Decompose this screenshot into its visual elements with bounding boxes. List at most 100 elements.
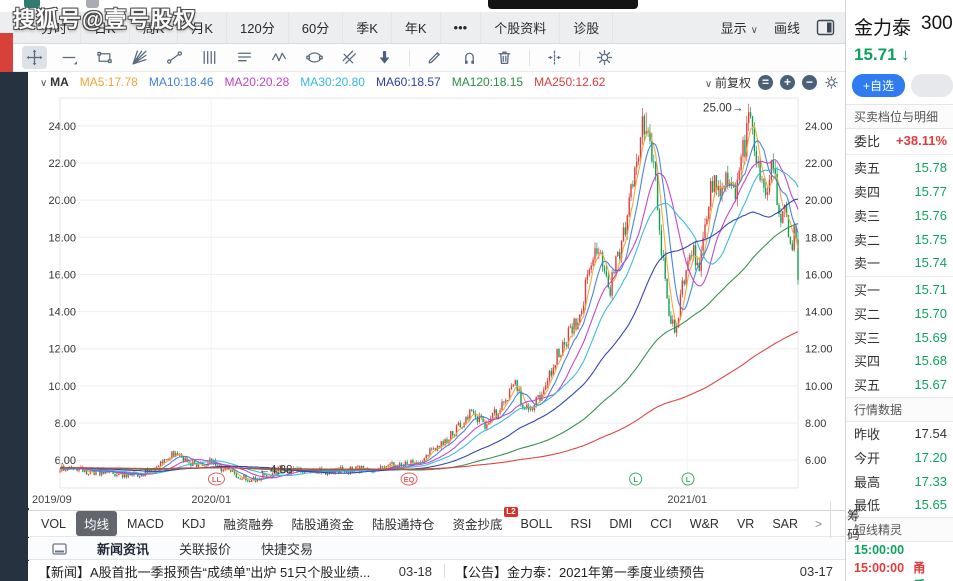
news-text: 【公告】金力泰：2021年第一季度业绩预告 — [455, 564, 705, 580]
pencil-icon[interactable] — [422, 46, 447, 69]
news-item-right[interactable]: 【公告】金力泰：2021年第一季度业绩预告 03-17 — [445, 562, 845, 581]
chart-settings-gear-icon[interactable] — [824, 75, 839, 90]
stock-code: 300 — [921, 13, 953, 34]
collapse-chart-button[interactable]: = — [758, 74, 773, 90]
news-item-left[interactable]: 【新闻】A股首批一季报预告“成绩单”出炉 51只个股业绩... 03-18 — [28, 562, 444, 581]
rectangle-icon[interactable] — [92, 46, 117, 69]
news-date: 03-18 — [398, 563, 432, 579]
y-axis-label-left: 10.00 — [48, 381, 76, 393]
period-tab-8[interactable]: 年K — [392, 12, 441, 43]
ask-row-price: 15.77 — [914, 183, 947, 199]
period-tabs: 分时 日K 周K 月K 120分 60分 季K 年K ••• 个股资料 诊股 — [0, 12, 614, 43]
indicator-tab-RSI[interactable]: RSI — [570, 516, 592, 531]
ma-value: MA120:18.15 — [451, 75, 524, 89]
wave-icon[interactable] — [267, 46, 292, 69]
ma-line-MA20 — [59, 159, 799, 479]
indicator-tab-融资融券[interactable]: 融资融券 — [223, 518, 274, 532]
indicator-tab-chips[interactable]: 筹码 — [830, 501, 876, 546]
indicator-tab-W&R[interactable]: W&R — [689, 516, 719, 531]
order-book-title: 买卖档位与明细 — [846, 104, 953, 129]
tab-related-quotes[interactable]: 关联报价 — [179, 542, 232, 557]
price-annotation: 25.00→ — [703, 102, 743, 114]
magnet-icon[interactable] — [457, 46, 482, 69]
text-note-icon[interactable] — [232, 46, 257, 69]
period-tab-2[interactable]: 日K — [81, 12, 130, 43]
period-tab-7[interactable]: 季K — [343, 12, 392, 43]
more-indicators-chevron[interactable]: > — [815, 516, 823, 531]
trend-line-icon[interactable] — [57, 46, 82, 69]
bid-row: 买四 15.68 — [846, 349, 953, 373]
tab-quick-trade[interactable]: 快捷交易 — [261, 542, 314, 557]
draw-line-button[interactable]: 画线 — [773, 21, 800, 36]
ma-value: MA250:12.62 — [534, 75, 606, 89]
bid-row-price: 15.70 — [914, 305, 947, 321]
adjust-mode-dropdown[interactable]: ∨ 前复权 — [704, 75, 751, 90]
ask-row-label: 卖五 — [854, 161, 881, 177]
ask-row: 卖五 15.78 — [846, 156, 953, 180]
panel-window-icon[interactable] — [52, 542, 67, 555]
trash-icon[interactable] — [492, 46, 517, 69]
indicator-tab-bar: VOL 均线 MACD KDJ 融资融券 陆股通资金 陆股通持仓 资金抄底 L2 BOLL RSI D… — [28, 501, 860, 546]
quote-label: 昨收 — [854, 426, 881, 442]
gann-fan-icon[interactable] — [127, 46, 152, 69]
quote-value: 17.33 — [914, 473, 947, 489]
alert-row[interactable]: 15:00:00 甬 — [846, 560, 953, 578]
split-adjust-icon[interactable] — [542, 46, 567, 69]
period-tab-1[interactable]: 分时 — [28, 12, 82, 43]
indicator-tab-资金抄底[interactable]: 资金抄底 L2 — [452, 507, 518, 532]
browser-control-fragment — [24, 0, 40, 8]
alert-row[interactable]: 15:00:00 乐 — [846, 577, 953, 581]
ask-row: 卖三 15.76 — [846, 203, 953, 227]
bottom-panel-tabs: 新闻资讯 关联报价 快捷交易 — [28, 538, 845, 560]
indicator-tab-CCI[interactable]: CCI — [650, 516, 672, 531]
left-rail — [0, 72, 29, 581]
tab-news[interactable]: 新闻资讯 — [97, 542, 150, 557]
period-tab-4[interactable]: 月K — [178, 12, 228, 43]
indicator-tab-BOLL[interactable]: BOLL — [520, 516, 553, 531]
alert-row[interactable]: 15:00:00 — [846, 542, 953, 560]
clipped-button[interactable] — [911, 74, 953, 97]
indicator-tab-VOL[interactable]: VOL — [41, 516, 67, 531]
drawing-toolbar — [13, 44, 845, 72]
event-marker-label: LL — [212, 475, 222, 484]
ellipse-icon[interactable] — [302, 46, 327, 69]
period-tab-10[interactable]: 个股资料 — [481, 12, 561, 43]
settings-gear-icon[interactable] — [592, 46, 617, 69]
parallel-lines-icon[interactable] — [337, 46, 362, 69]
browser-strip — [0, 0, 953, 12]
indicator-tab-均线[interactable]: 均线 — [76, 511, 118, 536]
quote-row: 昨收 17.54 — [846, 422, 953, 446]
shortline-alerts: 15:00:0015:00:00甬15:00:00乐15:00:00安15:00… — [846, 542, 953, 581]
y-axis-label-left: 14.00 — [48, 307, 76, 319]
arrow-down-icon[interactable] — [372, 46, 397, 69]
indicator-tab-KDJ[interactable]: KDJ — [181, 516, 206, 531]
move-crosshair-icon[interactable] — [22, 46, 47, 69]
period-tab-6[interactable]: 60分 — [289, 12, 344, 43]
event-marker — [629, 472, 643, 486]
candlestick-chart[interactable]: 6.00 6.00 8.00 8.00 10.00 10.00 12.00 12.00 14.0… — [28, 92, 845, 508]
period-tab-3[interactable]: 周K — [130, 12, 179, 43]
add-watchlist-button[interactable]: +自选 — [852, 74, 906, 97]
toggle-right-panel-icon[interactable] — [816, 19, 835, 36]
segment-icon[interactable] — [162, 46, 187, 69]
indicator-tab-VR[interactable]: VR — [736, 516, 755, 531]
period-tab-9[interactable]: ••• — [441, 12, 482, 43]
indicator-tab-MACD[interactable]: MACD — [127, 516, 164, 531]
zoom-out-button[interactable]: − — [802, 74, 817, 90]
divider — [846, 275, 953, 277]
period-tab-5[interactable]: 120分 — [227, 12, 289, 43]
ma-line-MA250 — [60, 331, 799, 470]
zoom-in-button[interactable]: + — [780, 74, 795, 90]
ma-collapse[interactable]: ∨ MA — [40, 75, 69, 89]
plot-border — [59, 97, 799, 489]
y-axis-label-right: 24.00 — [805, 121, 833, 133]
indicator-tab-DMI[interactable]: DMI — [609, 516, 633, 531]
period-tab-11[interactable]: 诊股 — [560, 12, 614, 43]
indicator-tab-陆股通资金[interactable]: 陆股通资金 — [291, 518, 354, 532]
indicator-tab-SAR[interactable]: SAR — [772, 516, 799, 531]
indicator-tabs: VOL 均线 MACD KDJ 融资融券 陆股通资金 陆股通持仓 资金抄底 L2 BOLL RSI D… — [32, 507, 807, 536]
indicator-tab-陆股通持仓[interactable]: 陆股通持仓 — [372, 518, 435, 532]
vertical-lines-icon[interactable] — [197, 46, 222, 69]
display-menu[interactable]: 显示 ∨ — [720, 21, 758, 36]
ma-value: MA30:20.80 — [300, 75, 365, 89]
